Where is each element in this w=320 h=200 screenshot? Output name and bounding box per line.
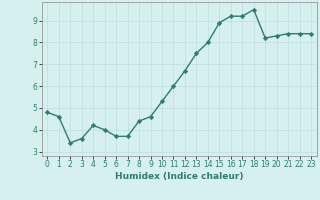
X-axis label: Humidex (Indice chaleur): Humidex (Indice chaleur) — [115, 172, 244, 181]
